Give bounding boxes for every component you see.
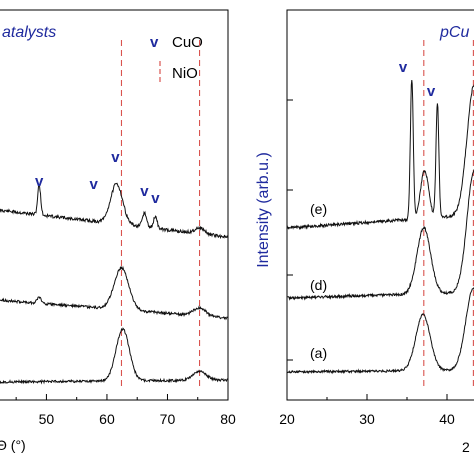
right-x-axis: 20 30 40 (279, 394, 455, 427)
x-tick-label: 50 (39, 411, 55, 427)
left-curves (0, 182, 229, 385)
right-cuo-markers: vv (399, 59, 436, 100)
left-panel-title: atalysts (2, 24, 56, 41)
left-x-axis-label: Θ (°) (0, 437, 26, 453)
diffraction-curve (0, 265, 229, 321)
x-tick-label: 70 (160, 411, 176, 427)
x-tick-label: 80 (220, 411, 236, 427)
cuo-peak-marker: v (151, 190, 160, 207)
left-plot-frame (0, 9, 229, 401)
right-plot-frame (286, 9, 474, 401)
right-panel: pCu Intensity (arb.u.) vv (e)(d)(a) 20 30… (255, 9, 474, 455)
left-panel: atalysts v CuO NiO v vvv v 50 60 70 80 Θ (°) (0, 9, 236, 453)
cuo-peak-marker: v (35, 173, 44, 190)
left-x-axis: 50 60 70 80 (15, 394, 236, 427)
right-x-axis-label: 2 (462, 439, 470, 455)
diffraction-curve (286, 286, 474, 375)
curve-label: (e) (310, 201, 327, 217)
right-y-axis-label: Intensity (arb.u.) (255, 152, 272, 268)
diffraction-curve (287, 169, 474, 301)
right-y-ticks (287, 99, 293, 361)
x-tick-label: 60 (99, 411, 115, 427)
right-curve-labels: (e) (d) (a) (310, 201, 327, 361)
cuo-peak-marker: v (111, 149, 120, 166)
curve-label: (a) (310, 345, 327, 361)
cuo-peak-marker: v (427, 83, 436, 100)
left-cuo-markers: v vvv v (35, 149, 160, 207)
left-nio-reference-lines (120, 40, 201, 388)
x-tick-label: 40 (439, 411, 455, 427)
curve-label: (d) (310, 277, 327, 293)
right-curves (286, 80, 474, 375)
x-tick-label: 20 (279, 411, 295, 427)
left-legend: v CuO NiO (150, 34, 203, 83)
cuo-peak-marker: v (140, 183, 149, 200)
right-panel-title: pCu (439, 24, 469, 41)
cuo-peak-marker: v (399, 59, 408, 76)
cuo-peak-marker: v (89, 176, 98, 193)
x-tick-label: 30 (359, 411, 375, 427)
legend-cuo-label: CuO (172, 34, 203, 51)
diffraction-curve (286, 80, 474, 231)
legend-cuo-marker: v (150, 34, 159, 51)
diffraction-curve (0, 182, 229, 240)
diffraction-curve (0, 327, 229, 385)
legend-nio-label: NiO (172, 65, 198, 82)
right-nio-reference-lines (423, 40, 474, 388)
